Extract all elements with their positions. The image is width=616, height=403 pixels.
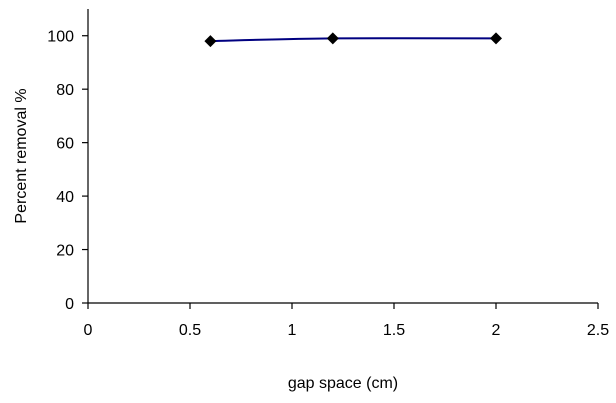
x-tick-label: 2.5 <box>587 322 609 339</box>
y-ticks: 0 20 40 60 80 100 <box>47 29 88 313</box>
x-tick-label: 1.5 <box>383 322 405 339</box>
y-tick-label: 80 <box>56 82 74 99</box>
y-tick-label: 40 <box>56 189 74 206</box>
y-tick-label: 0 <box>65 296 74 313</box>
x-tick-label: 0.5 <box>179 322 201 339</box>
x-tick-label: 1 <box>288 322 297 339</box>
y-tick-label: 60 <box>56 136 74 153</box>
y-tick-label: 100 <box>47 29 74 46</box>
series-layer <box>204 32 502 48</box>
x-tick-label: 2 <box>492 322 501 339</box>
data-point-marker <box>204 35 217 48</box>
data-point-marker <box>490 32 502 45</box>
y-axis-title: Percent removal % <box>13 88 30 223</box>
data-point-marker <box>326 32 339 45</box>
plot-area: 0 20 40 60 80 100 0 0.5 1 1.5 2 2.5 <box>47 9 609 339</box>
x-tick-label: 0 <box>84 322 93 339</box>
y-tick-label: 20 <box>56 243 74 260</box>
x-axis-title: gap space (cm) <box>288 375 398 392</box>
series-line <box>210 37 497 43</box>
x-ticks: 0 0.5 1 1.5 2 2.5 <box>84 303 609 339</box>
